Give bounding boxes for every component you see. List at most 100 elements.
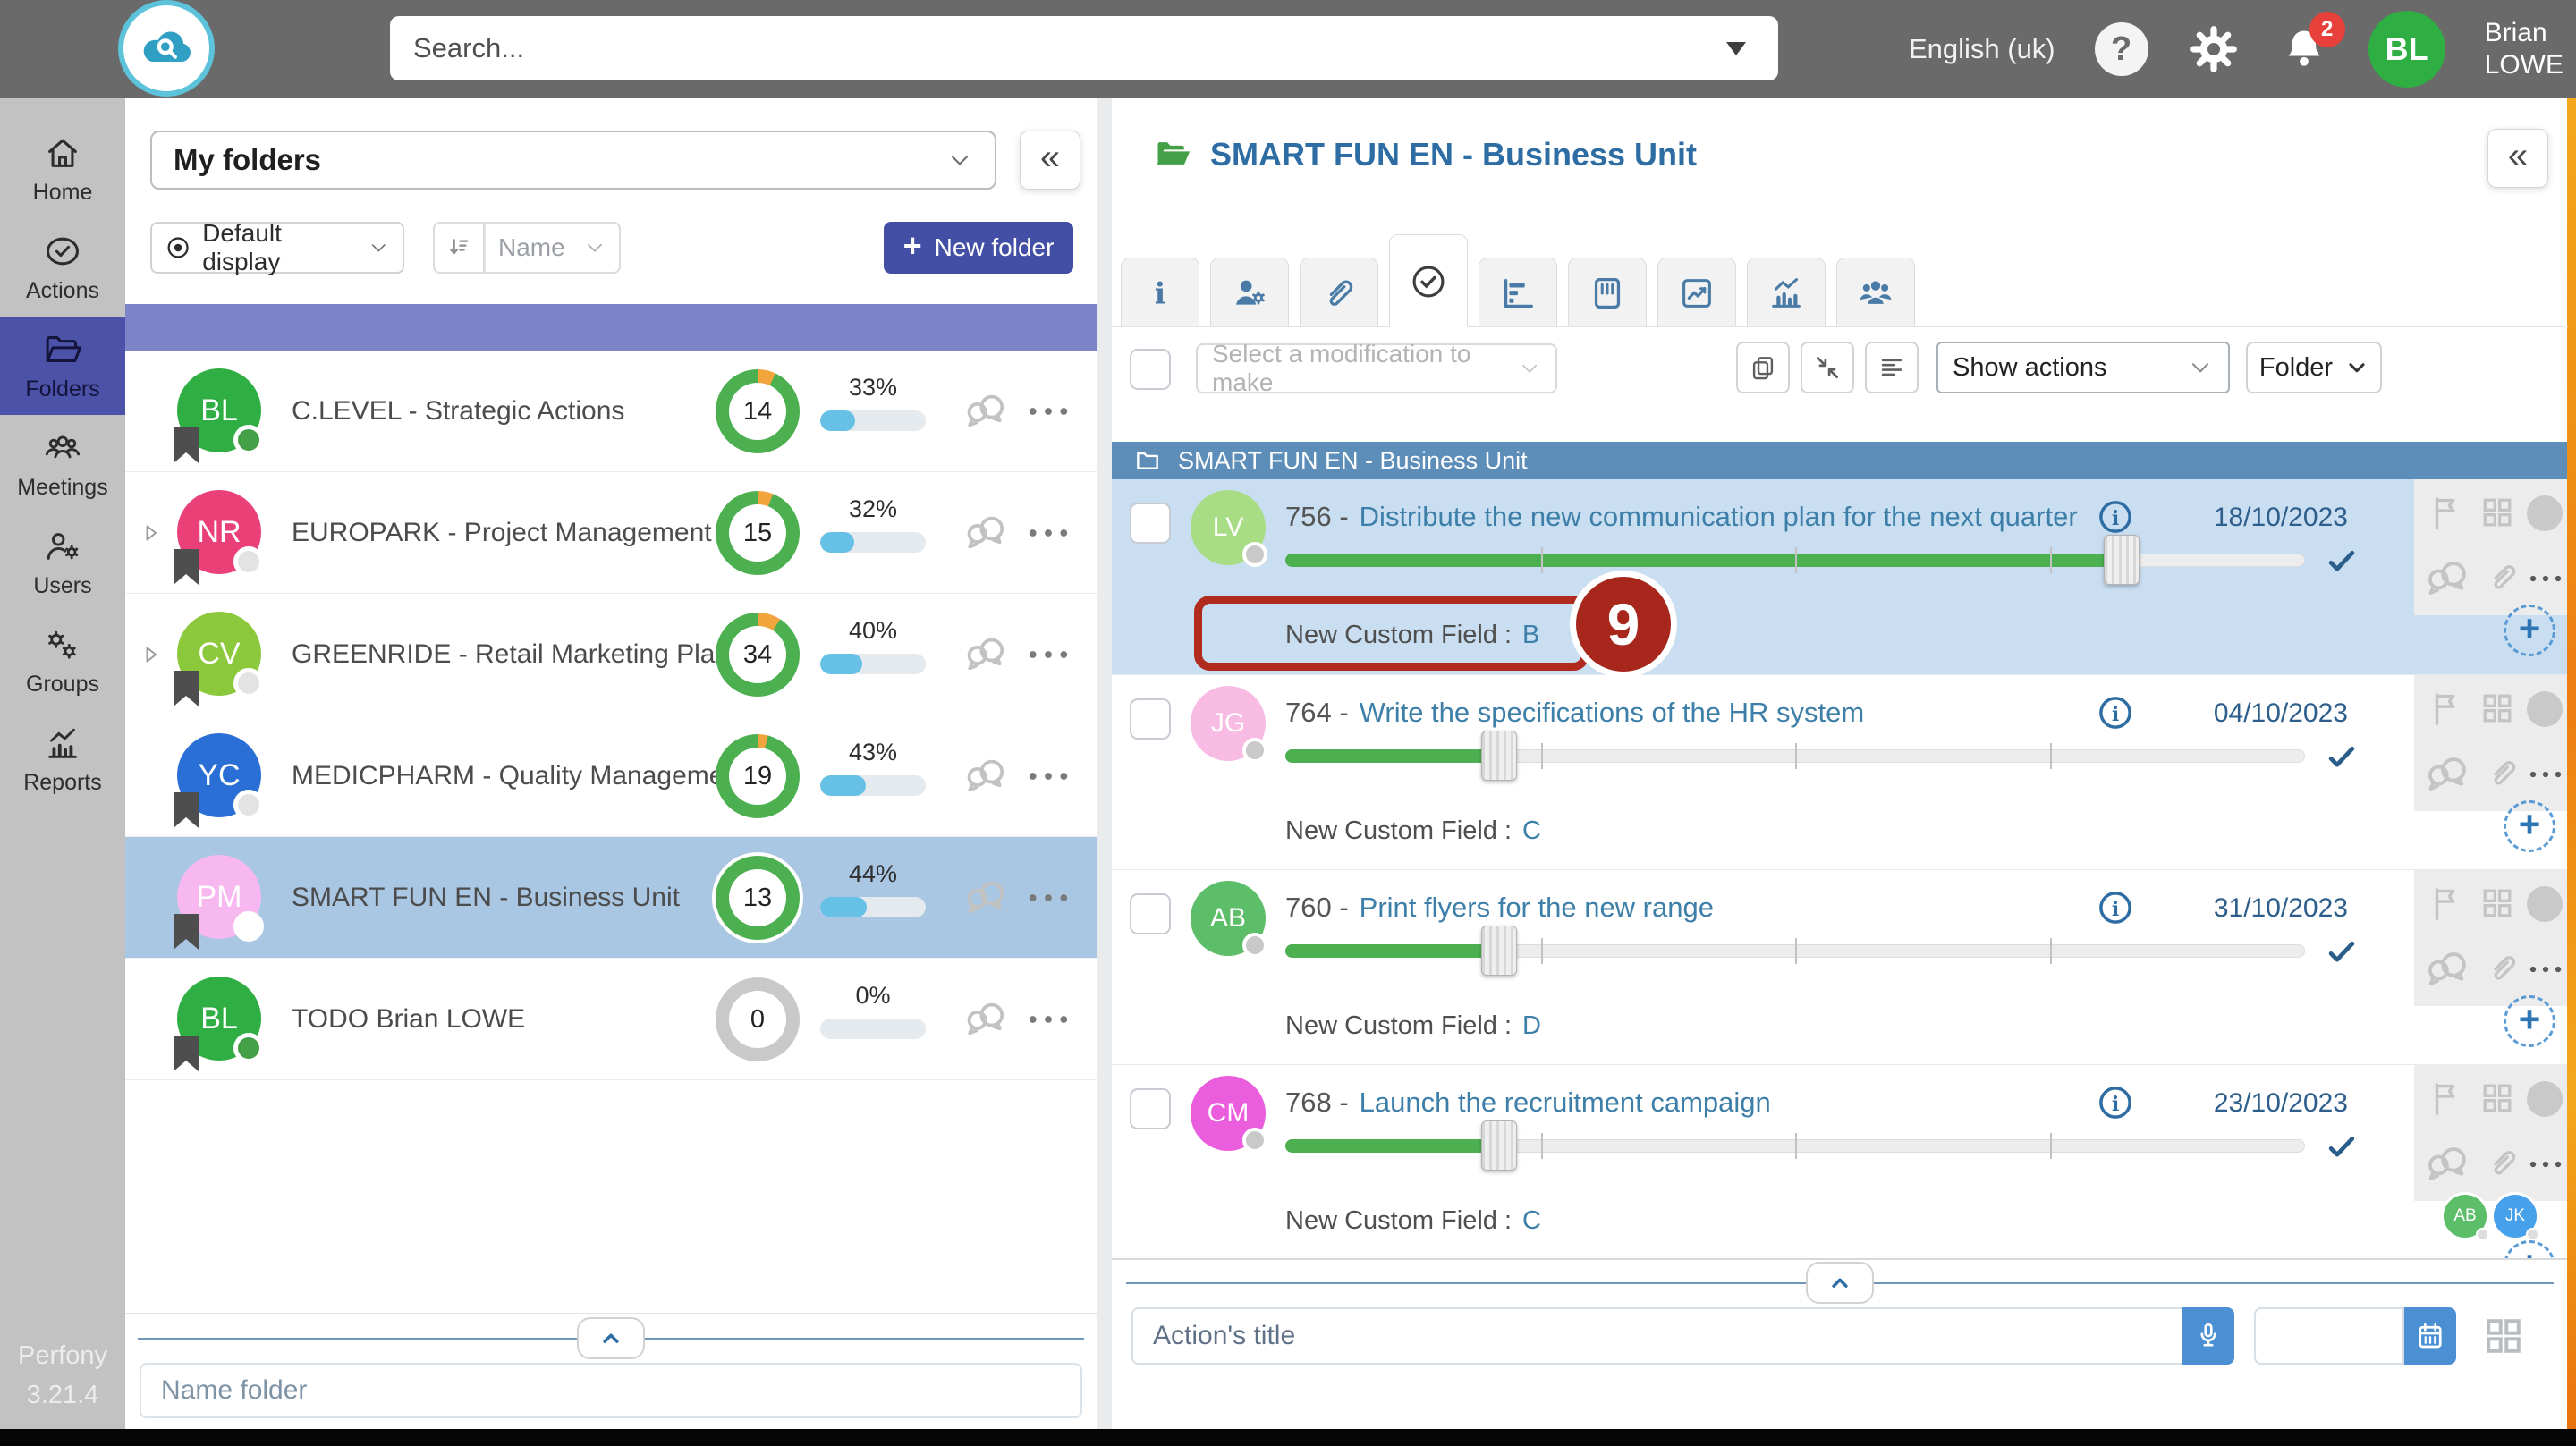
sidebar-item-home[interactable]: Home xyxy=(0,120,125,218)
info-icon[interactable] xyxy=(2096,497,2135,537)
flag-icon[interactable] xyxy=(2427,883,2468,924)
comments-icon[interactable] xyxy=(961,386,1011,436)
status-circle-icon[interactable] xyxy=(2527,495,2563,531)
assignee-avatar[interactable]: AB xyxy=(2441,1192,2489,1241)
info-icon[interactable] xyxy=(2096,888,2135,927)
comments-icon[interactable] xyxy=(2421,943,2473,995)
folder-name[interactable]: C.LEVEL - Strategic Actions xyxy=(292,395,625,426)
attachment-icon[interactable] xyxy=(2482,949,2521,988)
grid-icon[interactable] xyxy=(2477,883,2518,924)
collapse-detail-panel-button[interactable] xyxy=(2487,129,2548,188)
folder-row[interactable]: BL C.LEVEL - Strategic Actions 14 33% xyxy=(125,351,1097,472)
show-actions-select[interactable]: Show actions xyxy=(1936,342,2230,393)
folder-row[interactable]: PM SMART FUN EN - Business Unit 13 44% xyxy=(125,837,1097,959)
attachment-icon[interactable] xyxy=(2482,558,2521,597)
comments-icon[interactable] xyxy=(2421,553,2473,605)
action-checkbox[interactable] xyxy=(1130,1088,1171,1129)
folder-row[interactable]: YC MEDICPHARM - Quality Management 19 43… xyxy=(125,715,1097,837)
custom-field-value[interactable]: C xyxy=(1522,816,1541,845)
action-row[interactable]: AB 760 - Print flyers for the new range … xyxy=(1112,869,2568,1064)
display-mode-select[interactable]: Default display xyxy=(150,219,404,275)
new-action-title-input[interactable] xyxy=(1131,1307,2182,1365)
scrollbar-edge-strip[interactable] xyxy=(2567,98,2576,1429)
language-selector[interactable]: English (uk) xyxy=(1908,33,2055,64)
action-row[interactable]: LV 756 - Distribute the new communicatio… xyxy=(1112,479,2568,678)
flag-icon[interactable] xyxy=(2427,492,2468,533)
grid-icon[interactable] xyxy=(2477,492,2518,533)
folder-name[interactable]: SMART FUN EN - Business Unit xyxy=(292,882,680,912)
custom-field-value[interactable]: B xyxy=(1522,621,1540,649)
more-options-icon[interactable] xyxy=(1025,640,1072,669)
tab-members[interactable] xyxy=(1210,258,1289,327)
folder-name[interactable]: MEDICPHARM - Quality Management xyxy=(292,760,747,791)
grid-view-icon[interactable] xyxy=(2479,1311,2529,1361)
tab-attachments[interactable] xyxy=(1300,258,1378,327)
voice-input-button[interactable] xyxy=(2182,1307,2234,1365)
action-title-link[interactable]: Write the specifications of the HR syste… xyxy=(1359,697,1865,728)
sidebar-item-users[interactable]: Users xyxy=(0,513,125,612)
folder-row[interactable]: CV GREENRIDE - Retail Marketing Plan 34 … xyxy=(125,594,1097,715)
add-subaction-button[interactable] xyxy=(2504,1240,2555,1259)
bulk-modification-select[interactable]: Select a modification to make xyxy=(1196,340,1557,396)
comments-icon[interactable] xyxy=(961,994,1011,1044)
sidebar-item-reports[interactable]: Reports xyxy=(0,710,125,808)
settings-gear-icon[interactable] xyxy=(2188,23,2240,75)
help-icon[interactable] xyxy=(2094,22,2148,76)
calendar-button[interactable] xyxy=(2404,1307,2456,1365)
new-folder-button[interactable]: New folder xyxy=(884,222,1073,274)
action-title-link[interactable]: Launch the recruitment campaign xyxy=(1359,1087,1771,1118)
sort-field-select[interactable]: Name xyxy=(485,222,621,274)
status-circle-icon[interactable] xyxy=(2527,691,2563,727)
duplicate-button[interactable] xyxy=(1736,342,1790,393)
validate-check-icon[interactable] xyxy=(2325,934,2359,968)
folder-name[interactable]: GREENRIDE - Retail Marketing Plan xyxy=(292,638,731,669)
new-folder-name-input[interactable] xyxy=(140,1363,1082,1418)
more-options-icon[interactable] xyxy=(2527,958,2564,981)
tab-statistics[interactable] xyxy=(1747,258,1826,327)
collapse-rows-button[interactable] xyxy=(1801,342,1854,393)
sidebar-item-folders[interactable]: Folders xyxy=(0,317,125,415)
more-options-icon[interactable] xyxy=(1025,519,1072,547)
list-view-button[interactable] xyxy=(1865,342,1919,393)
slider-handle[interactable] xyxy=(1481,1120,1518,1171)
search-dropdown-arrow[interactable] xyxy=(1726,41,1746,55)
slider-handle[interactable] xyxy=(1481,926,1518,976)
action-checkbox[interactable] xyxy=(1130,698,1171,740)
more-options-icon[interactable] xyxy=(1025,397,1072,426)
collapse-folder-list-button[interactable] xyxy=(577,1317,645,1359)
action-checkbox[interactable] xyxy=(1130,893,1171,934)
app-logo[interactable] xyxy=(118,0,215,97)
add-subaction-button[interactable] xyxy=(2504,995,2555,1047)
more-options-icon[interactable] xyxy=(2527,567,2564,590)
grid-icon[interactable] xyxy=(2477,688,2518,729)
collapse-action-list-button[interactable] xyxy=(1806,1262,1874,1304)
action-title-link[interactable]: Print flyers for the new range xyxy=(1359,892,1714,923)
select-all-checkbox[interactable] xyxy=(1130,349,1171,390)
flag-icon[interactable] xyxy=(2427,1078,2468,1119)
assignee-avatar[interactable]: JK xyxy=(2491,1192,2539,1241)
action-row[interactable]: JG 764 - Write the specifications of the… xyxy=(1112,674,2568,869)
comments-icon[interactable] xyxy=(961,751,1011,801)
slider-track[interactable] xyxy=(1285,743,2305,769)
more-options-icon[interactable] xyxy=(2527,763,2564,786)
custom-field-value[interactable]: D xyxy=(1522,1011,1541,1040)
tab-info[interactable] xyxy=(1121,258,1199,327)
tab-trend[interactable] xyxy=(1657,258,1736,327)
more-options-icon[interactable] xyxy=(1025,1005,1072,1034)
sidebar-item-actions[interactable]: Actions xyxy=(0,218,125,317)
comments-icon[interactable] xyxy=(2421,1138,2473,1190)
validate-check-icon[interactable] xyxy=(2325,544,2359,578)
add-subaction-button[interactable] xyxy=(2504,800,2555,852)
action-row[interactable]: CM 768 - Launch the recruitment campaign… xyxy=(1112,1064,2568,1259)
sort-direction-button[interactable] xyxy=(433,222,485,274)
new-action-date-input[interactable] xyxy=(2254,1307,2404,1365)
custom-field-value[interactable]: C xyxy=(1522,1206,1541,1235)
comments-icon[interactable] xyxy=(961,873,1011,923)
comments-icon[interactable] xyxy=(961,508,1011,558)
more-options-icon[interactable] xyxy=(1025,762,1072,791)
comments-icon[interactable] xyxy=(961,630,1011,680)
tab-participants[interactable] xyxy=(1836,258,1915,327)
tab-actions[interactable] xyxy=(1389,234,1468,327)
collapse-folders-panel-button[interactable] xyxy=(1020,131,1080,190)
slider-track[interactable] xyxy=(1285,1133,2305,1159)
